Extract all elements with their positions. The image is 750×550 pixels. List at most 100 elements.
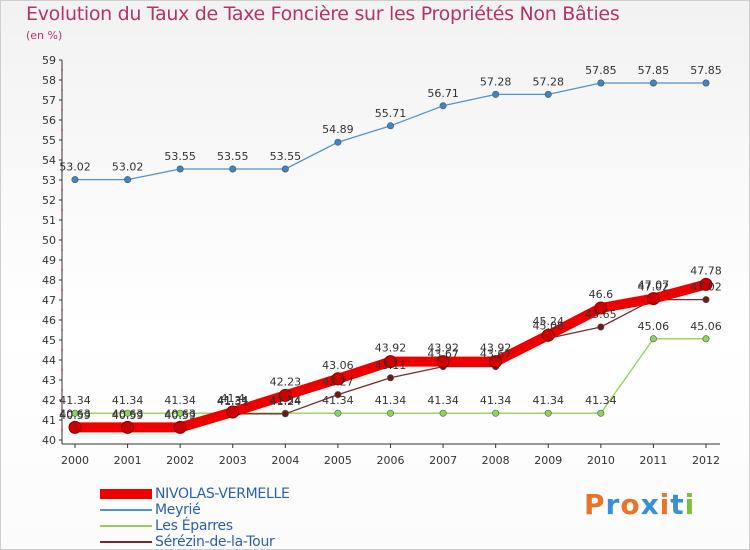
legend-label: Meyrié <box>155 502 201 518</box>
x-tick-label: 2006 <box>377 454 405 467</box>
data-point <box>334 409 342 417</box>
data-point <box>229 165 237 173</box>
x-tick-label: 2012 <box>692 454 720 467</box>
y-tick-label: 43 <box>42 374 56 387</box>
data-point <box>597 409 605 417</box>
data-label: 57.85 <box>638 64 670 77</box>
data-point <box>226 405 240 419</box>
data-point <box>492 90 500 98</box>
data-label: 53.55 <box>270 150 302 163</box>
x-tick-label: 2003 <box>219 454 247 467</box>
data-point <box>386 122 394 130</box>
chart-title: Evolution du Taux de Taxe Foncière sur l… <box>26 3 620 25</box>
data-label: 41.34 <box>585 394 617 407</box>
legend-swatch <box>100 525 152 527</box>
data-label: 40.59 <box>112 409 144 422</box>
data-point <box>597 79 605 87</box>
y-tick-label: 59 <box>42 54 56 67</box>
data-label: 40.59 <box>59 409 91 422</box>
data-point <box>544 409 552 417</box>
data-label: 57.85 <box>690 64 722 77</box>
data-point <box>492 409 500 417</box>
data-label: 43.06 <box>322 359 354 372</box>
data-point <box>386 374 394 382</box>
x-tick-label: 2005 <box>324 454 352 467</box>
y-tick-label: 42 <box>42 394 56 407</box>
data-label: 41.24 <box>270 395 302 408</box>
legend-label: Les Éparres <box>155 518 233 534</box>
chart-unit-label: (en %) <box>26 29 63 42</box>
data-label: 57.28 <box>480 75 512 88</box>
data-label: 57.85 <box>585 64 617 77</box>
x-tick-label: 2002 <box>166 454 194 467</box>
data-label: 40.63 <box>164 407 196 420</box>
data-label: 43.67 <box>480 348 512 361</box>
y-tick-label: 44 <box>42 354 56 367</box>
data-point <box>541 328 555 342</box>
x-tick-label: 2001 <box>114 454 142 467</box>
data-point <box>71 176 79 184</box>
data-point <box>124 409 132 417</box>
x-tick-label: 2000 <box>61 454 89 467</box>
data-point <box>281 410 289 418</box>
x-tick-label: 2009 <box>534 454 562 467</box>
data-label: 47.07 <box>638 279 670 292</box>
data-label: 40.63 <box>59 407 91 420</box>
data-point <box>649 335 657 343</box>
y-tick-label: 40 <box>42 434 56 447</box>
data-label: 43.92 <box>375 342 407 355</box>
data-label: 55.71 <box>375 107 407 120</box>
data-label: 45.65 <box>585 308 617 321</box>
y-tick-label: 58 <box>42 74 56 87</box>
y-tick-label: 51 <box>42 214 56 227</box>
data-label: 40.59 <box>164 409 196 422</box>
data-point <box>124 176 132 184</box>
data-point <box>544 90 552 98</box>
data-point <box>649 79 657 87</box>
data-label: 43.67 <box>427 348 459 361</box>
data-label: 45.08 <box>533 319 565 332</box>
proxiti-logo: Proxiti <box>584 488 696 521</box>
data-point <box>702 79 710 87</box>
x-tick-label: 2004 <box>271 454 299 467</box>
data-label: 45.06 <box>690 320 722 333</box>
y-tick-label: 41 <box>42 414 56 427</box>
data-label: 41.34 <box>217 394 249 407</box>
legend-swatch <box>100 541 152 543</box>
data-point <box>71 409 79 417</box>
legend-label: Sérézin-de-la-Tour <box>155 534 275 550</box>
data-label: 41.4 <box>221 392 246 405</box>
data-label: 41.34 <box>270 394 302 407</box>
data-point <box>173 420 187 434</box>
data-label: 43.11 <box>375 359 407 372</box>
data-point <box>176 409 184 417</box>
data-label: 43.92 <box>427 342 459 355</box>
y-tick-label: 48 <box>42 274 56 287</box>
x-tick-label: 2007 <box>429 454 457 467</box>
data-point <box>436 355 450 369</box>
data-label: 53.55 <box>217 150 249 163</box>
data-point <box>386 409 394 417</box>
y-tick-label: 49 <box>42 254 56 267</box>
data-point <box>121 420 135 434</box>
data-point <box>646 292 660 306</box>
y-tick-label: 47 <box>42 294 56 307</box>
data-label: 41.34 <box>480 394 512 407</box>
y-tick-label: 56 <box>42 114 56 127</box>
y-tick-label: 52 <box>42 194 56 207</box>
data-point <box>439 102 447 110</box>
data-label: 41.31 <box>217 395 249 408</box>
data-label: 54.89 <box>322 123 354 136</box>
data-point <box>699 277 713 291</box>
y-tick-label: 46 <box>42 314 56 327</box>
x-tick-label: 2010 <box>587 454 615 467</box>
data-label: 47.02 <box>690 281 722 294</box>
data-point <box>439 409 447 417</box>
data-label: 40.63 <box>112 407 144 420</box>
data-label: 42.23 <box>270 375 302 388</box>
data-point <box>384 355 397 369</box>
series-line-1 <box>74 82 707 181</box>
data-point <box>334 391 342 399</box>
data-label: 53.02 <box>112 161 144 174</box>
